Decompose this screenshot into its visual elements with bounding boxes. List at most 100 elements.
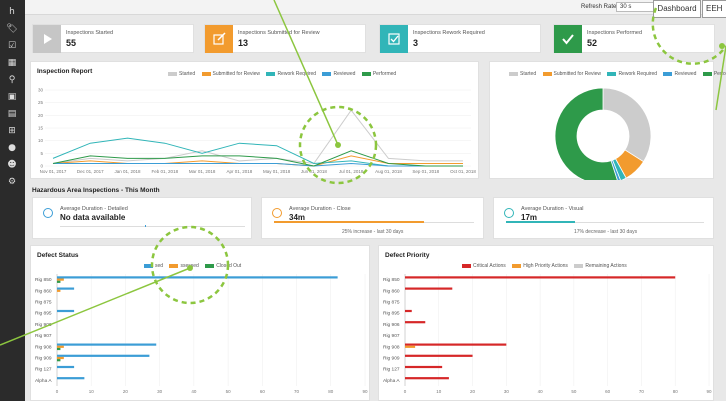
legend-label: Started — [179, 71, 196, 77]
bar-critical-actions — [405, 287, 453, 290]
bar-sed — [57, 365, 75, 369]
annotation-line — [715, 45, 726, 111]
duration-note: 25% increase - last 30 days — [342, 229, 404, 235]
duration-label: Average Duration - Detailed — [60, 206, 128, 212]
x-tick-label: Jan 01, 2018 — [115, 169, 142, 174]
kpi-performed-swatch — [554, 25, 582, 53]
y-tick-label: 25 — [38, 100, 44, 105]
kpi-submitted[interactable]: Inspections Submitted for Review 13 — [204, 24, 366, 53]
x-tick-label: 0 — [404, 389, 407, 394]
y-tick-label: 15 — [38, 126, 44, 131]
kpi-rework-swatch — [380, 25, 408, 53]
category-label: Rig 860 — [35, 288, 52, 294]
x-tick-label: Jul 01, 2018 — [339, 169, 364, 174]
settings-icon[interactable]: ⚙ — [7, 177, 17, 187]
duration-fill — [506, 221, 576, 223]
x-tick-label: 40 — [538, 389, 544, 394]
x-tick-label: 30 — [504, 389, 510, 394]
category-label: Alpha A — [35, 378, 52, 384]
people-icon[interactable]: ☻ — [7, 160, 17, 170]
inspection-line-chart: 0 5 10 15 20 25 30 Nov 01, 2017 Dec 01, 2017 Jan … — [38, 88, 476, 175]
defect-status-panel: Defect Status sed ssessed Closed Out 0 10… — [30, 245, 370, 401]
defect-status-chart: 0 10 20 30 40 50 60 70 80 90 Rig 850 Rig 860 Rig 875… — [35, 274, 368, 394]
defect-status-title: Defect Status — [37, 252, 79, 259]
kpi-label: Inspections Rework Required — [413, 30, 485, 36]
category-label: Rig 909 — [383, 356, 400, 362]
tag-icon[interactable]: 🏷 — [6, 24, 18, 34]
duration-visual-card: Average Duration - Visual 17m 17% decrea… — [493, 197, 714, 239]
kpi-value: 55 — [66, 38, 77, 48]
kpi-rework[interactable]: Inspections Rework Required 3 — [379, 24, 541, 53]
legend-label: Critical Actions — [473, 263, 506, 269]
bar-sed — [57, 377, 85, 380]
x-tick-label: 10 — [89, 389, 95, 394]
x-tick-label: Apr 01, 2018 — [226, 169, 252, 174]
x-tick-label: Aug 01, 2018 — [375, 169, 402, 174]
home-icon[interactable]: h — [9, 7, 15, 17]
kpi-performed[interactable]: Inspections Performed 52 — [553, 24, 715, 53]
bar-sed — [57, 343, 157, 346]
clock-icon — [504, 208, 514, 218]
x-tick-label: 40 — [191, 389, 197, 394]
y-tick-label: 20 — [38, 113, 44, 118]
inspection-donut-chart — [554, 87, 652, 180]
kpi-value: 13 — [238, 38, 249, 48]
grid-icon[interactable]: ▤ — [7, 109, 17, 119]
checklist-icon[interactable]: ☑ — [7, 41, 17, 51]
x-tick-label: Feb 01, 2018 — [152, 169, 179, 174]
duration-value: 34m — [289, 213, 306, 222]
topbar: Refresh Rate 30 s▼ — [25, 0, 726, 15]
image-icon[interactable]: ▣ — [7, 92, 17, 102]
calendar-icon[interactable]: ▦ — [7, 58, 17, 68]
x-tick-label: 90 — [362, 389, 368, 394]
checkbox-icon — [388, 33, 400, 45]
kpi-submitted-swatch — [205, 25, 233, 53]
legend-swatch — [266, 71, 276, 76]
legend-label: Rework Required — [618, 71, 658, 77]
legend-swatch — [607, 71, 617, 76]
account-button[interactable]: EEH — [702, 0, 726, 18]
x-tick-label: 90 — [706, 389, 712, 394]
bar-closed-out — [57, 347, 61, 351]
bar-sed — [57, 309, 75, 313]
refresh-rate-value: 30 s — [620, 4, 632, 10]
kpi-started[interactable]: Inspections Started 55 — [32, 24, 194, 53]
bar-critical-actions — [405, 321, 426, 324]
category-label: Rig 127 — [35, 367, 52, 373]
x-tick-label: Nov 01, 2017 — [40, 169, 67, 174]
category-label: Rig 875 — [383, 300, 400, 306]
hierarchy-icon[interactable]: ⚲ — [8, 75, 16, 85]
category-label: Rig 850 — [383, 277, 400, 283]
check-icon — [562, 34, 574, 45]
kpi-label: Inspections Performed — [587, 30, 643, 36]
y-tick-label: 0 — [40, 164, 43, 169]
legend-swatch — [168, 71, 177, 76]
x-tick-label: 20 — [123, 389, 129, 394]
kpi-value: 52 — [587, 38, 598, 48]
inspection-pie-panel: Started Submitted for Review Rework Requ… — [489, 61, 726, 180]
category-label: Rig 907 — [35, 333, 52, 339]
x-tick-label: 70 — [639, 389, 645, 394]
record-icon[interactable]: ● — [8, 143, 16, 153]
series-line-started — [52, 109, 463, 165]
bar-critical-actions — [405, 354, 473, 357]
legend-swatch — [542, 71, 552, 76]
bar-critical-actions — [405, 343, 507, 346]
category-label: Rig 895 — [383, 311, 400, 317]
x-tick-label: Sep 01, 2018 — [412, 169, 439, 174]
play-icon — [44, 34, 52, 44]
series-line-reviewed — [53, 162, 463, 167]
x-tick-label: 50 — [571, 389, 577, 394]
bar-critical-actions — [405, 365, 443, 369]
defect-priority-title: Defect Priority — [385, 252, 430, 259]
grid2-icon[interactable]: ⊞ — [8, 126, 16, 136]
category-label: Rig 909 — [35, 356, 52, 362]
x-tick-label: 30 — [157, 389, 163, 394]
dashboard-button[interactable]: Dashboard — [653, 0, 701, 18]
duration-track — [506, 222, 704, 223]
legend-swatch — [663, 71, 673, 76]
x-tick-label: Mar 01, 2018 — [189, 169, 216, 174]
x-tick-label: Jun 01, 2018 — [301, 169, 328, 174]
inspection-report-panel: Inspection Report Started Submitted for … — [30, 61, 479, 179]
clock-icon — [43, 208, 53, 218]
